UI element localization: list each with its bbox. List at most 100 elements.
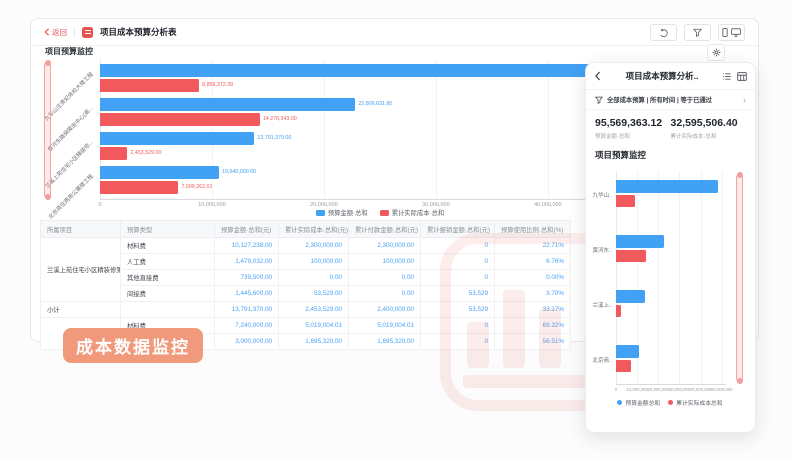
column-header: 预算使用比例·总和(%) bbox=[494, 220, 571, 238]
value-cell: 5,019,004.01 bbox=[348, 317, 421, 334]
value-cell: 0.00 bbox=[278, 269, 349, 286]
value-cell: 6.76% bbox=[494, 253, 571, 270]
kpi-value: 95,569,363.12 bbox=[595, 117, 663, 129]
budget-type-cell: 材料费 bbox=[120, 237, 215, 254]
budget-type-cell: 间接费 bbox=[120, 285, 215, 302]
kpi-budget-total: 95,569,363.12 预算金额·总和 bbox=[595, 117, 671, 140]
value-cell: 1,695,320.00 bbox=[278, 333, 349, 350]
value-cell: 1,479,032.00 bbox=[214, 253, 279, 270]
value-cell: 0.00 bbox=[348, 285, 421, 302]
slider-handle-top[interactable] bbox=[44, 60, 51, 66]
column-header: 预算金额·总和(元) bbox=[214, 220, 279, 238]
undo-icon bbox=[659, 28, 668, 37]
legend-swatch bbox=[617, 400, 623, 405]
value-cell: 0.00% bbox=[494, 269, 571, 286]
value-cell: 2,300,000.00 bbox=[348, 237, 421, 254]
value-cell: 2,453,529.00 bbox=[278, 301, 349, 318]
slider-handle-bottom[interactable] bbox=[736, 378, 743, 384]
value-cell: 13,791,370.00 bbox=[214, 301, 279, 318]
chevron-right-icon: › bbox=[743, 94, 746, 105]
project-cell: 小计 bbox=[40, 301, 121, 318]
value-cell: 7,240,000.00 bbox=[214, 317, 279, 334]
back-chevron-icon bbox=[44, 28, 50, 36]
value-cell: 22.71% bbox=[494, 237, 571, 254]
value-cell: 1,445,600.00 bbox=[214, 285, 279, 302]
panel-filter-text: 全部成本预算 | 所有时间 | 等于已通过 bbox=[607, 97, 712, 104]
panel-chart-legend: 预算金额总和 累计实际成本总和 bbox=[586, 398, 754, 407]
grid-icon[interactable] bbox=[737, 71, 747, 81]
panel-section-title: 项目预算监控 bbox=[595, 150, 647, 160]
filter-button[interactable] bbox=[684, 23, 711, 41]
kpi-actual-total: 32,595,506.40 累计实际成本·总和 bbox=[671, 117, 747, 140]
legend-item[interactable]: 累计实际成本总和 bbox=[668, 398, 723, 407]
back-button[interactable]: 返回 bbox=[44, 27, 67, 38]
value-cell: 100,000.00 bbox=[278, 253, 349, 270]
value-cell: 2,300,000.00 bbox=[278, 237, 349, 254]
value-cell: 1,695,320.00 bbox=[348, 333, 421, 350]
value-cell: 739,500.00 bbox=[214, 269, 279, 286]
list-icon[interactable] bbox=[722, 72, 732, 81]
table-row: 其他直接费 739,500.00 0.00 0.00 0 0.00% bbox=[41, 269, 571, 286]
doc-icon bbox=[82, 26, 93, 38]
chart-section-title: 项目预算监控 bbox=[45, 47, 93, 56]
legend-swatch bbox=[379, 209, 389, 216]
value-cell: 56.51% bbox=[494, 333, 571, 350]
kpi-label: 预算金额·总和 bbox=[595, 134, 630, 140]
legend-swatch bbox=[668, 400, 674, 405]
report-titlebar: 返回 项目成本预算分析表 bbox=[31, 19, 758, 46]
chart-settings-button[interactable] bbox=[707, 44, 725, 61]
watermark-bar bbox=[539, 308, 561, 368]
datazoom-slider[interactable] bbox=[44, 60, 51, 200]
budget-type-cell: 人工费 bbox=[120, 253, 215, 270]
legend-item[interactable]: 预算金额总和 bbox=[617, 398, 660, 407]
value-cell: 5,019,004.01 bbox=[278, 317, 349, 334]
legend-item[interactable]: 预算金额·总和 bbox=[315, 208, 368, 217]
table-row: 间接费 1,445,600.00 53,529.00 0.00 53,529 3.70% bbox=[41, 285, 571, 302]
phone-icon bbox=[722, 27, 728, 37]
value-cell: 33.17% bbox=[494, 301, 571, 318]
panel-datazoom-slider[interactable] bbox=[736, 172, 743, 384]
watermark-bar bbox=[467, 322, 489, 368]
legend-label: 累计实际成本总和 bbox=[676, 401, 723, 407]
value-cell: 0.00 bbox=[348, 269, 421, 286]
value-cell: 3,000,000.00 bbox=[214, 333, 279, 350]
titlebar-divider bbox=[74, 26, 75, 38]
back-icon[interactable] bbox=[594, 71, 602, 81]
panel-kpis: 95,569,363.12 预算金额·总和 32,595,506.40 累计实际… bbox=[586, 110, 755, 145]
value-cell: 53,529 bbox=[420, 301, 495, 318]
value-cell: 100,000.00 bbox=[348, 253, 421, 270]
cost-monitor-badge: 成本数据监控 bbox=[63, 328, 203, 363]
legend-item[interactable]: 累计实际成本·总和 bbox=[379, 208, 445, 217]
legend-label: 预算金额总和 bbox=[625, 401, 661, 407]
value-cell: 53,529.00 bbox=[278, 285, 349, 302]
value-cell: 3.70% bbox=[494, 285, 571, 302]
budget-type-cell: 其他直接费 bbox=[120, 269, 215, 286]
kpi-label: 累计实际成本·总和 bbox=[670, 134, 717, 140]
value-cell: 10,127,238.00 bbox=[214, 237, 279, 254]
undo-button[interactable] bbox=[650, 23, 677, 41]
column-header: 累计实际成本·总和(元) bbox=[278, 220, 349, 238]
kpi-value: 32,595,506.40 bbox=[670, 117, 738, 129]
legend-swatch bbox=[315, 209, 325, 216]
back-label: 返回 bbox=[52, 27, 67, 37]
report-title: 项目成本预算分析表 bbox=[100, 27, 177, 37]
slider-handle-top[interactable] bbox=[736, 172, 743, 178]
filter-icon bbox=[595, 96, 603, 104]
value-cell: 2,400,000.00 bbox=[348, 301, 421, 318]
column-header: 所属项目 bbox=[40, 220, 121, 238]
panel-header: 项目成本预算分析.. bbox=[586, 63, 755, 90]
panel-title: 项目成本预算分析.. bbox=[625, 71, 699, 81]
device-preview-button[interactable] bbox=[718, 23, 745, 41]
monitor-icon bbox=[731, 27, 741, 37]
panel-filter-bar[interactable]: 全部成本预算 | 所有时间 | 等于已通过 › bbox=[586, 90, 755, 110]
budget-type-cell bbox=[120, 301, 215, 318]
watermark-base bbox=[463, 375, 595, 388]
table-row: 小计 13,791,370.00 2,453,529.00 2,400,000.00 5… bbox=[40, 301, 571, 318]
mobile-preview-panel: 项目成本预算分析.. 全部成本预算 | 所有时间 | 等于已通过 › 95,56… bbox=[585, 62, 756, 433]
legend-label: 累计实际成本·总和 bbox=[391, 210, 445, 217]
legend-label: 预算金额·总和 bbox=[327, 210, 368, 217]
main-chart-legend: 预算金额·总和 累计实际成本·总和 bbox=[100, 208, 660, 217]
column-header: 预算类型 bbox=[120, 220, 215, 238]
slider-handle-bottom[interactable] bbox=[44, 194, 51, 200]
